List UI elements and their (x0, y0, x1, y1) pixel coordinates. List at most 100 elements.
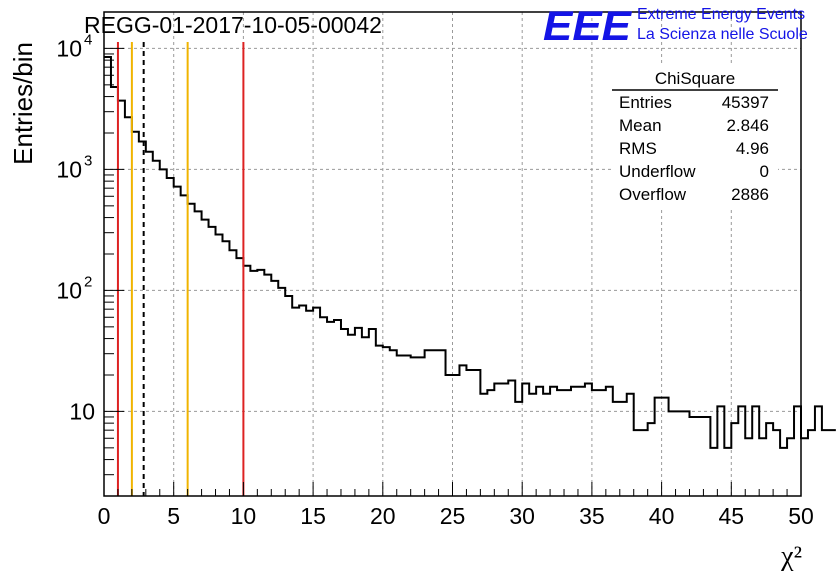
y-tick-label: 10 (56, 156, 82, 182)
histogram-bin (236, 258, 243, 496)
histogram-bin (278, 288, 285, 496)
histogram-bin (752, 406, 759, 496)
histogram-bin (648, 423, 655, 496)
histogram-bin (773, 430, 780, 496)
histogram-bin (550, 387, 557, 496)
y-tick-label: 10 (56, 277, 82, 303)
stats-row-value: 45397 (722, 93, 769, 112)
histogram-bin (383, 347, 390, 496)
stats-row-label: RMS (619, 139, 657, 158)
histogram-bin (459, 365, 466, 496)
histogram-bin (216, 234, 223, 496)
histogram-bin (745, 438, 752, 496)
histogram-bin (473, 370, 480, 496)
eee-logo: EEE Extreme Energy Events La Scienza nel… (543, 2, 808, 49)
histogram-bin (731, 423, 738, 496)
histogram-bin (362, 337, 369, 496)
histogram-bin (662, 398, 669, 496)
stats-row-value: 0 (760, 162, 769, 181)
histogram-bin (613, 402, 620, 496)
histogram-bin (696, 417, 703, 496)
x-axis-label: χ² (780, 541, 802, 572)
histogram-bin (313, 308, 320, 496)
histogram-bin (264, 275, 271, 496)
histogram-bin (494, 384, 501, 496)
histogram-bin (683, 411, 690, 496)
chart-title: REGG-01-2017-10-05-00042 (84, 12, 382, 38)
histogram-bin (822, 430, 829, 496)
y-axis-label: Entries/bin (8, 42, 38, 165)
histogram-bin (229, 250, 236, 496)
histogram-bin (341, 329, 348, 496)
eee-logo-line1: Extreme Energy Events (637, 6, 805, 23)
x-tick-label: 5 (167, 503, 180, 529)
histogram-bin (717, 406, 724, 496)
histogram-bin (641, 430, 648, 496)
histogram-bin (599, 390, 606, 496)
histogram-bin (188, 204, 195, 496)
histogram-bin (397, 355, 404, 496)
stats-row-label: Mean (619, 116, 662, 135)
histogram-bin (404, 355, 411, 496)
y-tick-label: 10 (69, 398, 95, 424)
x-tick-label: 30 (509, 503, 535, 529)
histogram-bin (160, 169, 167, 496)
histogram-bin (522, 384, 529, 496)
histogram-bin (432, 350, 439, 496)
histogram-bin (794, 406, 801, 496)
histogram-bin (710, 448, 717, 496)
histogram-bin (439, 350, 446, 496)
eee-logo-line2: La Scienza nelle Scuole (637, 26, 808, 43)
histogram-bin (738, 406, 745, 496)
stats-row-label: Overflow (619, 185, 687, 204)
histogram-bin (508, 381, 515, 496)
histogram-bin (222, 241, 229, 496)
histogram-bin (167, 178, 174, 496)
histogram-bin (125, 117, 132, 496)
histogram-bin (766, 423, 773, 496)
x-tick-label: 35 (579, 503, 605, 529)
histogram-bin (334, 320, 341, 496)
histogram-bin (759, 438, 766, 496)
histogram-bin (299, 306, 306, 496)
histogram-bin (466, 370, 473, 496)
histogram-bin (571, 387, 578, 496)
histogram-bin (320, 317, 327, 496)
histogram-bin (285, 296, 292, 496)
histogram-bin (250, 271, 257, 496)
histogram-bin (257, 270, 264, 496)
histogram-bin (243, 266, 250, 496)
histogram-bin (348, 335, 355, 496)
x-tick-label: 40 (649, 503, 675, 529)
x-tick-label: 45 (719, 503, 745, 529)
x-tick-label: 10 (231, 503, 257, 529)
axis-ticks (103, 47, 802, 496)
histogram-bin (111, 87, 118, 496)
histogram-bin (487, 390, 494, 496)
histogram-bin (780, 448, 787, 496)
histogram-bin (606, 387, 613, 496)
histogram-bin (480, 394, 487, 496)
histogram-bin (557, 390, 564, 496)
histogram-bin (146, 152, 153, 496)
histogram-bin (808, 430, 815, 496)
histogram-bin (355, 328, 362, 496)
stats-row-value: 2886 (731, 185, 769, 204)
histogram-bin (592, 390, 599, 496)
histogram-bin (376, 346, 383, 496)
histogram-bin (369, 329, 376, 496)
histogram-bin (655, 398, 662, 496)
histogram-bin (181, 195, 188, 496)
histogram-bin (620, 402, 627, 496)
y-tick-exponent: 2 (84, 273, 92, 290)
stats-row-value: 4.96 (736, 139, 769, 158)
stats-row-label: Underflow (619, 162, 696, 181)
y-tick-label: 10 (56, 35, 82, 61)
reference-lines (116, 42, 245, 496)
histogram-bin (529, 394, 536, 496)
x-tick-label: 50 (788, 503, 814, 529)
stats-row-value: 2.846 (726, 116, 769, 135)
histogram-bin (815, 406, 822, 496)
histogram-bin (634, 430, 641, 496)
histogram-bin (153, 161, 160, 496)
